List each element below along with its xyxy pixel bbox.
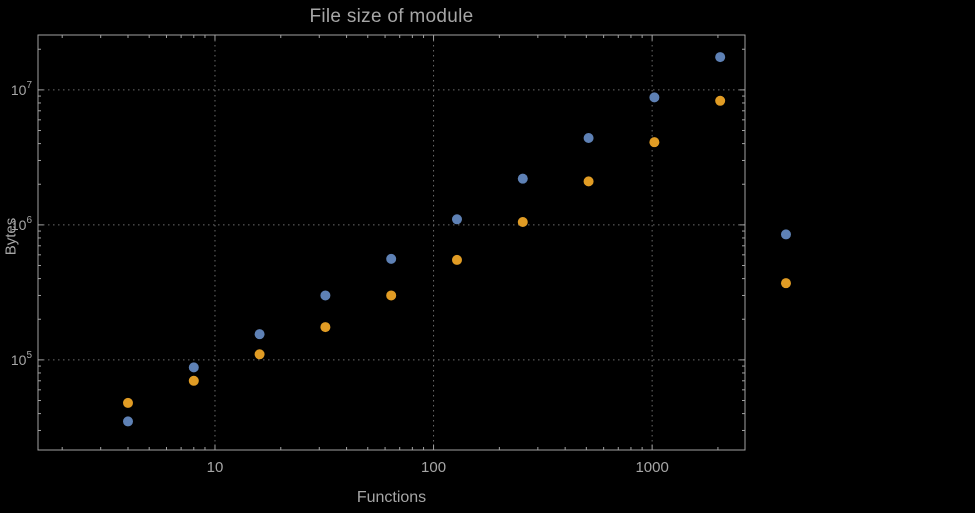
- svg-text:1000: 1000: [635, 459, 668, 476]
- x-axis-label: Functions: [356, 489, 427, 506]
- svg-text:100: 100: [421, 459, 446, 476]
- svg-text:107: 107: [11, 80, 33, 98]
- svg-text:10: 10: [207, 459, 224, 476]
- chart-title: File size of module: [309, 6, 474, 27]
- svg-text:105: 105: [11, 350, 33, 368]
- y-axis-label: Bytes: [2, 217, 20, 256]
- svg-text:106: 106: [11, 215, 33, 233]
